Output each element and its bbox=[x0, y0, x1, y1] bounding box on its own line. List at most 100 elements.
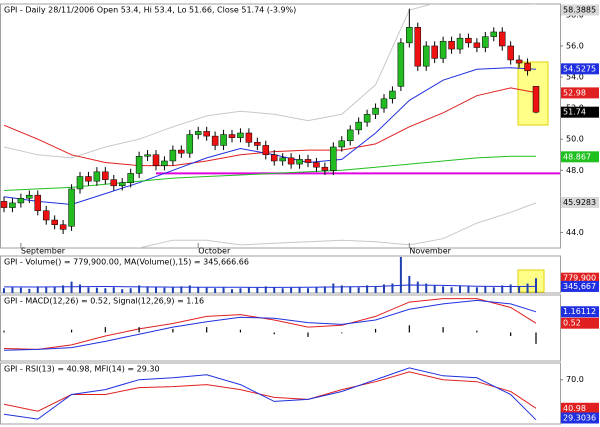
candle-body bbox=[254, 142, 261, 146]
plot-area bbox=[3, 256, 537, 293]
candle-body bbox=[161, 160, 168, 166]
volume-bar bbox=[205, 287, 208, 293]
indicator-line bbox=[136, 202, 537, 248]
volume-bar bbox=[526, 283, 529, 293]
y-tick-label: 50.0 bbox=[566, 135, 584, 144]
candle-body bbox=[296, 159, 303, 165]
volume-bar bbox=[214, 288, 217, 293]
candle-body bbox=[507, 45, 514, 61]
y-tick-label: 56.0 bbox=[566, 41, 584, 50]
volume-bar bbox=[112, 287, 115, 293]
volume-bar bbox=[383, 284, 385, 293]
indicator-line bbox=[3, 371, 537, 412]
value-box-label: 779,900 bbox=[563, 274, 596, 283]
candle-body bbox=[473, 42, 481, 48]
candle-body bbox=[51, 219, 58, 225]
panel-title: GPI - MACD(12,26) = 0.52, Signal(12,26,9… bbox=[4, 297, 204, 306]
candle-body bbox=[448, 41, 455, 50]
volume-bar bbox=[509, 284, 512, 293]
candle-body bbox=[338, 140, 346, 148]
candle-body bbox=[194, 131, 202, 135]
candle-body bbox=[439, 41, 447, 59]
candle-body bbox=[237, 132, 244, 138]
indicator-line bbox=[3, 299, 537, 351]
candle-body bbox=[372, 107, 379, 115]
volume-bar bbox=[171, 287, 174, 293]
volume-bar bbox=[349, 286, 352, 293]
candle-body bbox=[245, 132, 253, 143]
value-box bbox=[561, 151, 599, 163]
panel-frame bbox=[0, 294, 561, 362]
volume-bar bbox=[180, 286, 183, 293]
candle-body bbox=[406, 27, 413, 44]
volume-bar bbox=[264, 286, 267, 293]
volume-bar bbox=[467, 286, 470, 293]
indicator-line bbox=[3, 4, 536, 159]
volume-bar bbox=[492, 287, 495, 293]
volume-bar bbox=[28, 288, 31, 293]
volume-bar bbox=[416, 281, 419, 293]
panel-frame bbox=[0, 362, 561, 425]
x-tick-label: November bbox=[409, 247, 451, 256]
candle-body bbox=[287, 157, 295, 165]
candle-body bbox=[380, 98, 388, 109]
value-box bbox=[561, 402, 599, 414]
volume-bar bbox=[155, 287, 157, 293]
candle-body bbox=[118, 182, 126, 187]
volume-bar bbox=[374, 286, 377, 293]
volume-bar bbox=[247, 287, 250, 293]
volume-bar bbox=[146, 286, 149, 293]
volume-bar bbox=[273, 287, 276, 293]
candle-body bbox=[211, 135, 219, 146]
value-box-label: 51.74 bbox=[563, 108, 586, 117]
volume-bar bbox=[535, 278, 537, 293]
value-box-label: 48.867 bbox=[563, 152, 591, 161]
volume-bar bbox=[239, 288, 242, 293]
candle-body bbox=[279, 157, 286, 162]
volume-bar bbox=[256, 287, 259, 293]
value-box bbox=[561, 272, 599, 284]
candle-body bbox=[152, 154, 160, 166]
indicator-line bbox=[3, 284, 537, 288]
candle-body bbox=[93, 171, 101, 182]
volume-bar bbox=[484, 286, 487, 293]
candle-body bbox=[465, 37, 472, 44]
value-box bbox=[561, 306, 599, 318]
candle-body bbox=[127, 173, 134, 183]
x-tick-label: September bbox=[21, 247, 66, 256]
candle-body bbox=[431, 45, 438, 59]
value-box-label: 345,667 bbox=[563, 282, 596, 291]
value-box-label: 54.5275 bbox=[563, 64, 596, 73]
panel-title: GPI - Daily 28/11/2006 Open 53.4, Hi 53.… bbox=[4, 6, 296, 15]
value-box-label: 45.9283 bbox=[563, 198, 596, 207]
candle-body bbox=[355, 121, 362, 131]
volume-bar bbox=[87, 287, 90, 293]
candle-body bbox=[135, 156, 143, 174]
candle-body bbox=[456, 37, 464, 50]
candle-body bbox=[304, 159, 312, 163]
volume-bar bbox=[53, 286, 56, 293]
candle-body bbox=[102, 171, 109, 180]
candle-body bbox=[532, 86, 540, 113]
volume-bar bbox=[425, 283, 428, 293]
volume-bar bbox=[366, 285, 369, 293]
volume-bar bbox=[433, 285, 436, 293]
y-tick-label: 48.0 bbox=[566, 166, 584, 175]
value-box-label: 52.98 bbox=[563, 88, 586, 97]
volume-bar bbox=[298, 287, 301, 293]
candle-body bbox=[363, 114, 371, 123]
indicator-line bbox=[3, 155, 536, 191]
panel-title: GPI - RSI(13) = 40.98, MFI(14) = 29.30 bbox=[4, 365, 160, 374]
volume-bar bbox=[129, 288, 132, 293]
candle-body bbox=[515, 59, 523, 64]
volume-bar bbox=[475, 287, 478, 293]
volume-bar bbox=[459, 285, 461, 293]
value-box-label: 58.3885 bbox=[563, 6, 596, 15]
volume-bar bbox=[332, 283, 335, 293]
volume-bar bbox=[95, 287, 98, 293]
highlight-box bbox=[517, 269, 545, 293]
volume-bar bbox=[62, 285, 65, 293]
volume-bar bbox=[231, 289, 233, 293]
volume-bar bbox=[121, 289, 124, 293]
